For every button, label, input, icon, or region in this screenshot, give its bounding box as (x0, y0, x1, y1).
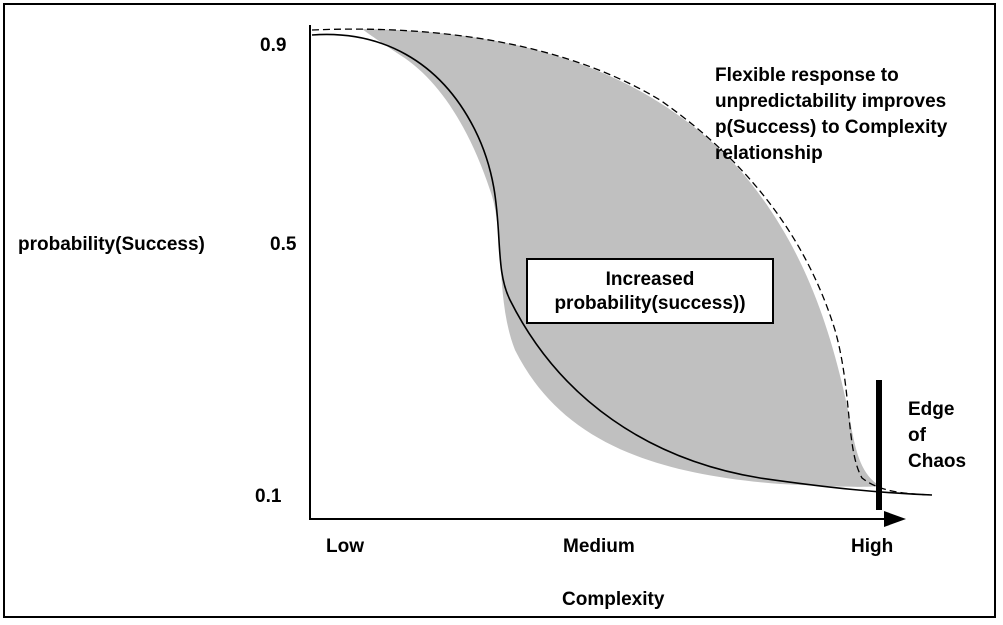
edge-label-line: of (908, 425, 926, 446)
y-tick-low: 0.1 (255, 486, 282, 507)
increased-probability-label-box: Increased probability(success)) (526, 258, 774, 324)
x-tick-high: High (851, 536, 894, 557)
baseline-curve (311, 33, 933, 496)
increase-label-line: probability(success)) (554, 293, 746, 314)
y-tick-mid: 0.5 (270, 234, 297, 255)
edge-of-chaos-bar (876, 380, 882, 510)
x-tick-low: Low (326, 536, 364, 557)
increase-label-line: Increased (605, 269, 695, 290)
annotation-line: relationship (715, 143, 823, 164)
edge-of-chaos-label: Edge of Chaos (908, 397, 966, 475)
x-axis-label: Complexity (562, 589, 665, 610)
increased-probability-region (362, 29, 880, 487)
y-tick-high: 0.9 (260, 35, 287, 56)
annotation-line: p(Success) to Complexity (715, 117, 948, 138)
annotation-line: Flexible response to (715, 65, 899, 86)
edge-label-line: Chaos (908, 451, 967, 472)
improved-dashed-curve (311, 28, 933, 496)
y-axis-label: probability(Success) (18, 234, 205, 255)
diagram-frame (3, 3, 996, 618)
x-tick-medium: Medium (563, 536, 635, 557)
x-axis-arrowhead (884, 511, 906, 527)
flexible-response-annotation: Flexible response to unpredictability im… (715, 63, 947, 167)
annotation-line: unpredictability improves (715, 91, 947, 112)
edge-label-line: Edge (908, 399, 955, 420)
